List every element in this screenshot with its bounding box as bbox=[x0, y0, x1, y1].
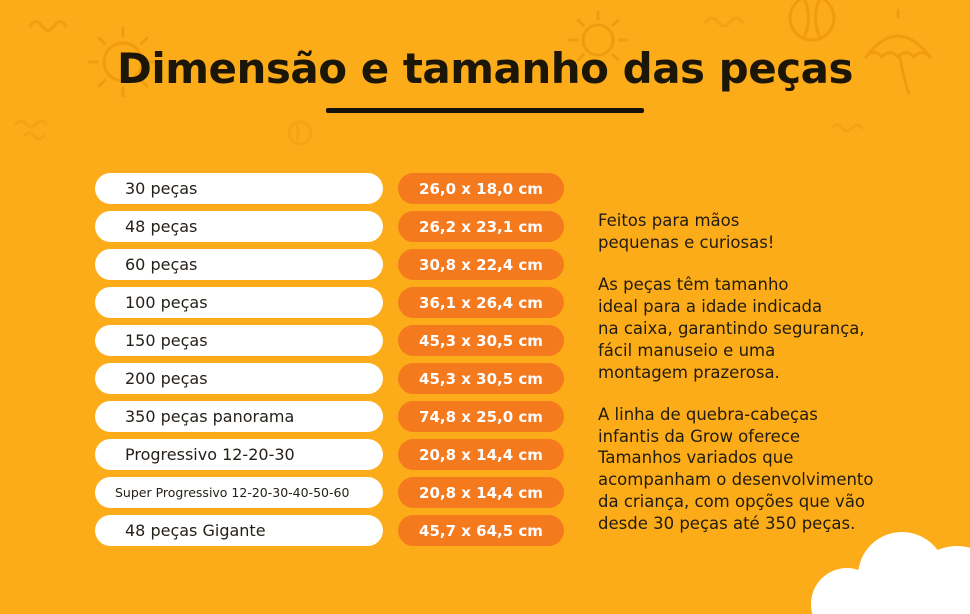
beach-ball-icon bbox=[788, 0, 836, 42]
squiggle-icon bbox=[28, 20, 68, 32]
piece-count-pill: Super Progressivo 12-20-30-40-50-60 bbox=[95, 477, 383, 508]
description-block: Feitos para mãos pequenas e curiosas! As… bbox=[598, 210, 938, 555]
table-row: 350 peças panorama 74,8 x 25,0 cm bbox=[95, 401, 564, 432]
ball-icon bbox=[287, 120, 313, 146]
piece-count-pill: 48 peças Gigante bbox=[95, 515, 383, 546]
page-title: Dimensão e tamanho das peças bbox=[117, 44, 853, 93]
piece-count-pill: 60 peças bbox=[95, 249, 383, 280]
dimension-pill: 45,3 x 30,5 cm bbox=[398, 363, 564, 394]
table-row: 100 peças 36,1 x 26,4 cm bbox=[95, 287, 564, 318]
table-row: 48 peças 26,2 x 23,1 cm bbox=[95, 211, 564, 242]
description-paragraph-1: Feitos para mãos pequenas e curiosas! bbox=[598, 211, 775, 252]
piece-count-pill: 48 peças bbox=[95, 211, 383, 242]
table-row: 48 peças Gigante 45,7 x 64,5 cm bbox=[95, 515, 564, 546]
piece-count-pill: 150 peças bbox=[95, 325, 383, 356]
dimension-pill: 30,8 x 22,4 cm bbox=[398, 249, 564, 280]
dimension-pill: 45,7 x 64,5 cm bbox=[398, 515, 564, 546]
wave-icon bbox=[830, 123, 864, 133]
table-row: 60 peças 30,8 x 22,4 cm bbox=[95, 249, 564, 280]
piece-count-pill: 200 peças bbox=[95, 363, 383, 394]
header: Dimensão e tamanho das peças bbox=[0, 44, 970, 113]
wave-icon bbox=[14, 119, 48, 141]
size-table: 30 peças 26,0 x 18,0 cm 48 peças 26,2 x … bbox=[95, 173, 564, 546]
dimension-pill: 20,8 x 14,4 cm bbox=[398, 477, 564, 508]
description-paragraph-3: A linha de quebra-cabeças infantis da Gr… bbox=[598, 404, 874, 534]
table-row: 30 peças 26,0 x 18,0 cm bbox=[95, 173, 564, 204]
piece-count-pill: 100 peças bbox=[95, 287, 383, 318]
piece-count-pill: Progressivo 12-20-30 bbox=[95, 439, 383, 470]
dimension-pill: 45,3 x 30,5 cm bbox=[398, 325, 564, 356]
squiggle-icon bbox=[704, 16, 744, 28]
table-row: 200 peças 45,3 x 30,5 cm bbox=[95, 363, 564, 394]
title-underline bbox=[326, 108, 644, 113]
description-paragraph-2: As peças têm tamanho ideal para a idade … bbox=[598, 274, 865, 382]
piece-count-pill: 350 peças panorama bbox=[95, 401, 383, 432]
table-row: 150 peças 45,3 x 30,5 cm bbox=[95, 325, 564, 356]
dimension-pill: 26,2 x 23,1 cm bbox=[398, 211, 564, 242]
piece-count-pill: 30 peças bbox=[95, 173, 383, 204]
table-row: Super Progressivo 12-20-30-40-50-60 20,8… bbox=[95, 477, 564, 508]
dimension-pill: 26,0 x 18,0 cm bbox=[398, 173, 564, 204]
dimension-pill: 20,8 x 14,4 cm bbox=[398, 439, 564, 470]
dimension-pill: 36,1 x 26,4 cm bbox=[398, 287, 564, 318]
table-row: Progressivo 12-20-30 20,8 x 14,4 cm bbox=[95, 439, 564, 470]
dimension-pill: 74,8 x 25,0 cm bbox=[398, 401, 564, 432]
